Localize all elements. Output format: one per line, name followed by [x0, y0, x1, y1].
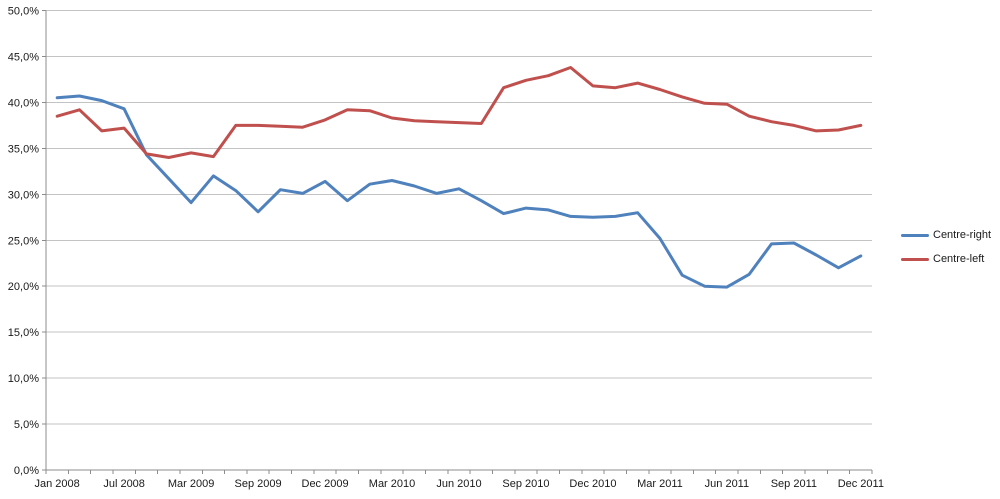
y-tick-label: 30,0% [8, 189, 39, 201]
y-tick-label: 0,0% [14, 465, 39, 477]
series-line-centre-left [55, 66, 863, 159]
x-tick-label: Sep 2010 [502, 478, 549, 490]
y-tick-label: 10,0% [8, 373, 39, 385]
x-tick-label: Mar 2010 [369, 478, 415, 490]
series-line-centre-right [55, 94, 863, 289]
legend-line-sample-blue [901, 234, 929, 237]
x-tick-label: Sep 2011 [771, 478, 817, 490]
x-tick-label: Mar 2009 [168, 478, 214, 490]
x-tick-label: Jun 2010 [436, 478, 481, 490]
y-tick-label: 20,0% [8, 281, 39, 293]
x-tick-label: Dec 2011 [838, 478, 884, 490]
y-tick-label: 50,0% [8, 6, 39, 18]
y-tick-label: 40,0% [8, 97, 39, 109]
y-tick-label: 25,0% [8, 235, 39, 247]
x-tick-label: Dec 2009 [302, 478, 349, 490]
legend-label: Centre-right [933, 229, 992, 241]
x-tick-label: Dec 2010 [569, 478, 616, 490]
legend-label: Centre-left [933, 253, 985, 265]
legend-item-centre-left[interactable]: Centre-left [901, 252, 991, 267]
x-tick-label: Jul 2008 [103, 478, 145, 490]
x-tick-label: Mar 2011 [637, 478, 683, 490]
legend-line-sample-red [901, 258, 929, 261]
legend-item-centre-right[interactable]: Centre-right [901, 228, 991, 243]
y-tick-label: 5,0% [14, 419, 39, 431]
x-tick-label: Sep 2009 [235, 478, 282, 490]
x-tick-label: Jan 2008 [35, 478, 80, 490]
y-tick-label: 45,0% [8, 51, 39, 63]
x-tick-label: Jun 2011 [705, 478, 749, 490]
y-tick-label: 15,0% [8, 327, 39, 339]
legend: Centre-right Centre-left [901, 228, 991, 267]
y-tick-label: 35,0% [8, 143, 39, 155]
